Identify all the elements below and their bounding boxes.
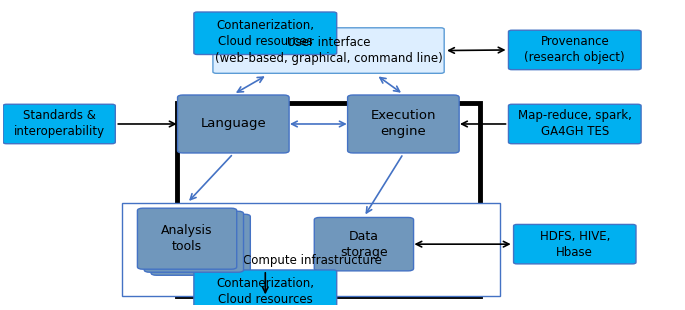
FancyBboxPatch shape — [514, 224, 636, 264]
FancyBboxPatch shape — [3, 104, 115, 144]
Text: Compute infrastructure: Compute infrastructure — [243, 254, 382, 267]
FancyBboxPatch shape — [508, 30, 641, 70]
Text: Standards &
interoperability: Standards & interoperability — [14, 109, 105, 139]
Text: HDFS, HIVE,
Hbase: HDFS, HIVE, Hbase — [540, 230, 610, 259]
Text: Execution
engine: Execution engine — [371, 109, 436, 139]
FancyBboxPatch shape — [314, 217, 414, 271]
Text: Analysis
tools: Analysis tools — [162, 224, 213, 253]
Text: Language: Language — [201, 117, 266, 131]
FancyBboxPatch shape — [213, 28, 444, 73]
FancyBboxPatch shape — [508, 104, 641, 144]
Text: Contanerization,
Cloud resources: Contanerization, Cloud resources — [216, 19, 314, 48]
FancyBboxPatch shape — [151, 214, 250, 275]
FancyBboxPatch shape — [123, 203, 500, 296]
Text: User interface
(web-based, graphical, command line): User interface (web-based, graphical, co… — [214, 36, 443, 65]
FancyBboxPatch shape — [145, 211, 244, 272]
Text: Provenance
(research object): Provenance (research object) — [525, 35, 625, 64]
FancyBboxPatch shape — [177, 95, 289, 153]
FancyBboxPatch shape — [347, 95, 459, 153]
Text: Map-reduce, spark,
GA4GH TES: Map-reduce, spark, GA4GH TES — [518, 109, 632, 139]
FancyBboxPatch shape — [138, 208, 237, 269]
FancyBboxPatch shape — [194, 270, 337, 310]
Text: Data
storage: Data storage — [340, 230, 388, 259]
FancyBboxPatch shape — [194, 12, 337, 55]
Text: Contanerization,
Cloud resources: Contanerization, Cloud resources — [216, 277, 314, 306]
FancyBboxPatch shape — [177, 103, 480, 296]
